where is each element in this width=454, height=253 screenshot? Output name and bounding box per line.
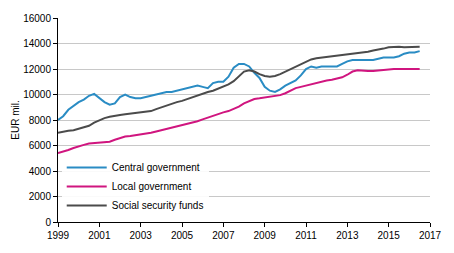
svg-text:2007: 2007 bbox=[212, 230, 235, 241]
svg-text:2013: 2013 bbox=[336, 230, 359, 241]
svg-text:2001: 2001 bbox=[88, 230, 111, 241]
svg-text:0: 0 bbox=[45, 217, 51, 228]
svg-text:2003: 2003 bbox=[130, 230, 153, 241]
svg-text:10000: 10000 bbox=[23, 89, 51, 100]
svg-text:6000: 6000 bbox=[29, 140, 52, 151]
svg-text:EUR mil.: EUR mil. bbox=[10, 100, 21, 139]
svg-text:Local government: Local government bbox=[112, 181, 192, 192]
svg-text:16000: 16000 bbox=[23, 13, 51, 24]
svg-text:1999: 1999 bbox=[47, 230, 70, 241]
svg-text:Social security funds: Social security funds bbox=[112, 200, 204, 211]
svg-text:8000: 8000 bbox=[29, 115, 52, 126]
svg-text:2009: 2009 bbox=[254, 230, 277, 241]
svg-text:2015: 2015 bbox=[378, 230, 401, 241]
svg-text:12000: 12000 bbox=[23, 64, 51, 75]
svg-text:2000: 2000 bbox=[29, 191, 52, 202]
svg-text:2017: 2017 bbox=[419, 230, 442, 241]
svg-text:14000: 14000 bbox=[23, 38, 51, 49]
svg-text:2011: 2011 bbox=[295, 230, 317, 241]
svg-text:2005: 2005 bbox=[171, 230, 194, 241]
svg-text:4000: 4000 bbox=[29, 166, 52, 177]
svg-text:Central government: Central government bbox=[112, 162, 200, 173]
